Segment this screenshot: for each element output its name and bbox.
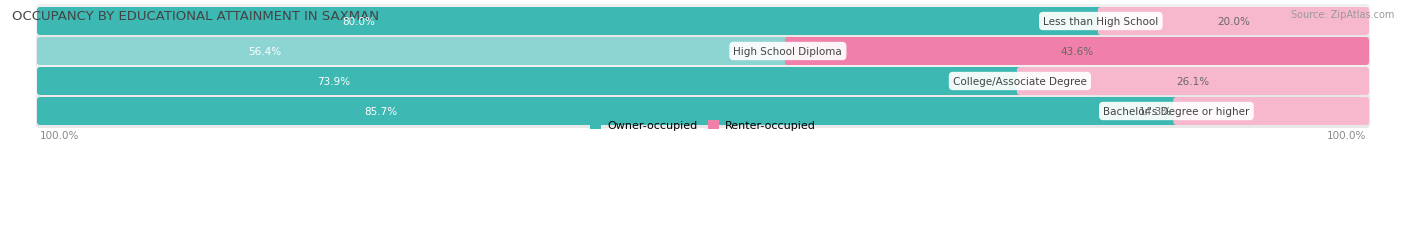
FancyBboxPatch shape — [37, 68, 1024, 96]
Text: 20.0%: 20.0% — [1218, 17, 1250, 27]
Legend: Owner-occupied, Renter-occupied: Owner-occupied, Renter-occupied — [586, 116, 820, 135]
Text: 26.1%: 26.1% — [1177, 77, 1209, 87]
Text: OCCUPANCY BY EDUCATIONAL ATTAINMENT IN SAXMAN: OCCUPANCY BY EDUCATIONAL ATTAINMENT IN S… — [13, 10, 380, 23]
Text: 85.7%: 85.7% — [364, 106, 398, 116]
FancyBboxPatch shape — [37, 8, 1104, 36]
Text: 43.6%: 43.6% — [1060, 47, 1094, 57]
Text: 80.0%: 80.0% — [342, 17, 374, 27]
FancyBboxPatch shape — [785, 38, 1369, 66]
Text: 73.9%: 73.9% — [318, 77, 350, 87]
Text: High School Diploma: High School Diploma — [734, 47, 842, 57]
Text: College/Associate Degree: College/Associate Degree — [953, 77, 1087, 87]
FancyBboxPatch shape — [1174, 97, 1369, 125]
FancyBboxPatch shape — [37, 35, 1369, 69]
FancyBboxPatch shape — [1098, 8, 1369, 36]
Text: Less than High School: Less than High School — [1043, 17, 1159, 27]
Text: 14.3%: 14.3% — [1139, 106, 1173, 116]
FancyBboxPatch shape — [37, 97, 1180, 125]
Text: Source: ZipAtlas.com: Source: ZipAtlas.com — [1291, 10, 1393, 20]
FancyBboxPatch shape — [37, 38, 790, 66]
FancyBboxPatch shape — [1017, 68, 1369, 96]
Text: Bachelor's Degree or higher: Bachelor's Degree or higher — [1104, 106, 1250, 116]
FancyBboxPatch shape — [37, 65, 1369, 99]
Text: 100.0%: 100.0% — [1327, 131, 1367, 140]
FancyBboxPatch shape — [37, 94, 1369, 128]
Text: 56.4%: 56.4% — [247, 47, 281, 57]
Text: 100.0%: 100.0% — [39, 131, 79, 140]
FancyBboxPatch shape — [37, 5, 1369, 39]
